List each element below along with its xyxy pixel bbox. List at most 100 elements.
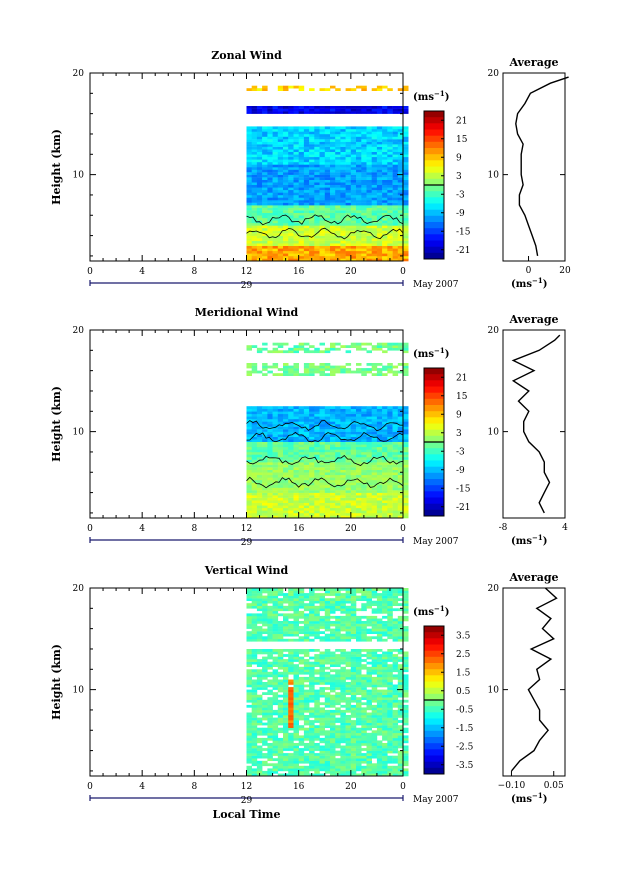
heatmap-cell — [345, 773, 352, 777]
heatmap-cell — [288, 512, 294, 516]
heatmap-cell — [293, 179, 299, 183]
heatmap-cell — [330, 222, 336, 226]
heatmap-cell — [403, 222, 409, 226]
heatmap-cell — [361, 490, 367, 493]
heatmap-cell — [330, 164, 336, 168]
heatmap-cell — [262, 126, 268, 130]
heatmap-cell — [345, 732, 352, 736]
heatmap-cell — [366, 258, 372, 262]
heatmap-cell — [382, 149, 388, 152]
profile-title: Average — [508, 56, 558, 69]
heatmap-cell — [330, 676, 336, 680]
heatmap-cell — [350, 207, 357, 211]
heatmap-cell — [345, 671, 352, 675]
heatmap-cell — [366, 161, 372, 165]
heatmap-cell — [403, 228, 409, 231]
heatmap-cell — [356, 238, 362, 241]
heatmap-cell — [361, 492, 367, 496]
heatmap-cell — [345, 230, 352, 234]
heatmap-cell — [361, 108, 367, 112]
heatmap-cell — [371, 436, 378, 440]
heatmap-cell — [345, 429, 352, 432]
heatmap-cell — [340, 411, 346, 415]
heatmap-cell — [345, 172, 352, 175]
heatmap-cell — [376, 179, 383, 183]
heatmap-cell — [309, 194, 315, 198]
heatmap-cell — [309, 128, 315, 132]
heatmap-cell — [272, 628, 279, 632]
heatmap-cell — [330, 773, 336, 777]
heatmap-cell — [397, 431, 404, 435]
heatmap-cell — [366, 131, 372, 135]
heatmap-cell — [361, 439, 367, 442]
heatmap-cell — [382, 500, 388, 503]
heatmap-cell — [288, 588, 294, 591]
heatmap-cell — [256, 697, 263, 700]
heatmap-cell — [303, 238, 310, 241]
heatmap-cell — [330, 184, 336, 188]
heatmap-cell — [283, 408, 289, 412]
heatmap-cell — [298, 717, 305, 721]
heatmap-cell — [288, 472, 294, 476]
heatmap-cell — [345, 141, 352, 145]
heatmap-cell — [298, 446, 305, 450]
heatmap-cell — [371, 492, 378, 496]
heatmap-cell — [251, 497, 258, 501]
heatmap-cell — [309, 623, 315, 627]
heatmap-cell — [397, 248, 404, 252]
colorbar-segment — [424, 442, 444, 449]
heatmap-cell — [371, 88, 378, 91]
heatmap-cell — [371, 136, 378, 140]
heatmap-cell — [319, 406, 325, 409]
heatmap-cell — [376, 490, 383, 493]
heatmap-cell — [403, 485, 409, 488]
heatmap-cell — [246, 659, 252, 662]
heatmap-cell — [330, 487, 336, 491]
heatmap-cell — [371, 238, 378, 241]
heatmap-cell — [314, 439, 320, 442]
heatmap-cell — [288, 243, 294, 246]
heatmap-cell — [403, 436, 409, 440]
heatmap-cell — [293, 588, 299, 591]
heatmap-cell — [340, 740, 346, 744]
heatmap-cell — [350, 603, 357, 606]
heatmap-cell — [387, 495, 393, 498]
heatmap-cell — [293, 182, 299, 185]
heatmap-cell — [387, 233, 393, 236]
heatmap-cell — [330, 429, 336, 432]
heatmap-cell — [246, 106, 252, 109]
heatmap-cell — [309, 373, 315, 376]
heatmap-cell — [356, 623, 362, 627]
colorbar-segment — [424, 460, 444, 468]
heatmap-cell — [366, 255, 372, 259]
heatmap-cell — [267, 169, 273, 173]
heatmap-cell — [356, 664, 362, 667]
heatmap-cell — [330, 217, 336, 221]
heatmap-cell — [376, 418, 383, 422]
heatmap-cell — [309, 482, 315, 486]
heatmap-cell — [335, 167, 341, 170]
heatmap-cell — [262, 603, 268, 606]
heatmap-cell — [350, 139, 357, 142]
heatmap-cell — [387, 370, 393, 374]
heatmap-cell — [356, 136, 362, 140]
heatmap-cell — [272, 469, 279, 473]
heatmap-cell — [314, 720, 320, 723]
profile-y-tick-label: 20 — [488, 69, 500, 79]
heatmap-cell — [319, 755, 325, 759]
heatmap-cell — [298, 187, 305, 191]
heatmap-cell — [392, 192, 399, 196]
heatmap-cell — [251, 684, 258, 688]
heatmap-cell — [309, 615, 315, 619]
heatmap-cell — [387, 189, 393, 193]
heatmap-cell — [303, 661, 310, 665]
heatmap-cell — [382, 111, 388, 114]
heatmap-cell — [366, 429, 372, 432]
heatmap-cell — [366, 217, 372, 221]
heatmap-cell — [246, 598, 252, 601]
heatmap-cell — [309, 207, 315, 211]
heatmap-cell — [272, 768, 279, 772]
heatmap-cell — [392, 172, 399, 175]
heatmap-cell — [309, 182, 315, 185]
